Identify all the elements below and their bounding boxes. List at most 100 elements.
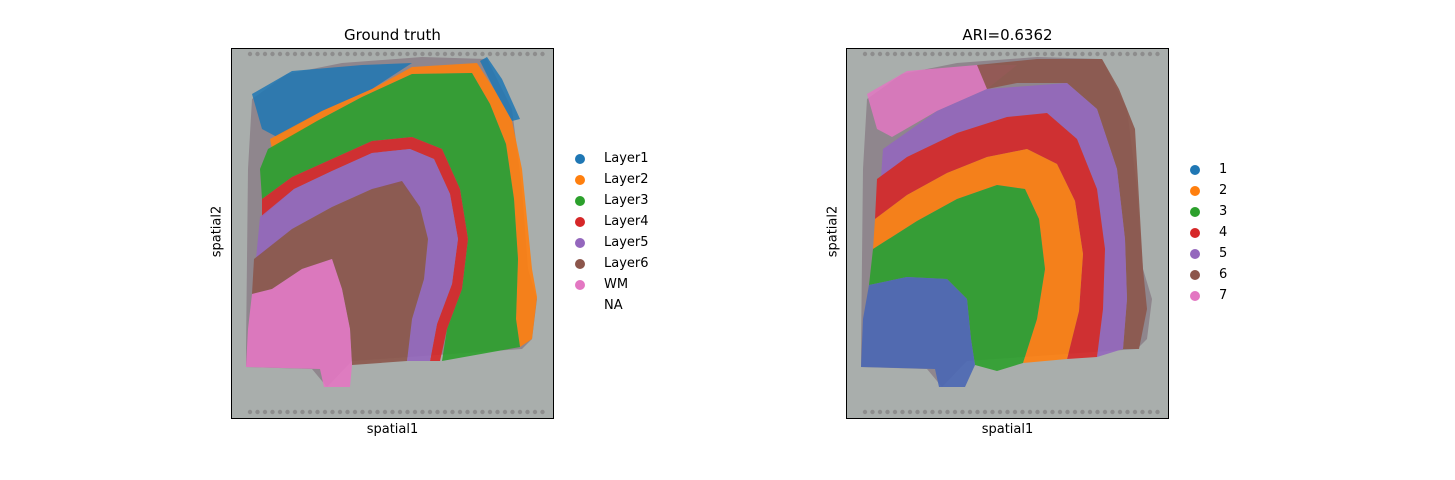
fiducial-dot xyxy=(1057,51,1063,57)
fiducial-dot xyxy=(1072,51,1078,57)
fiducial-dot xyxy=(952,51,958,57)
region-cluster-5 xyxy=(881,83,1127,357)
fiducial-dot xyxy=(322,409,328,415)
fiducial-dot xyxy=(1102,51,1108,57)
fiducial-dot xyxy=(1117,409,1123,415)
legend-marker xyxy=(575,259,585,269)
fiducial-dot xyxy=(427,51,433,57)
fiducial-dot xyxy=(900,51,905,57)
fiducial-dot xyxy=(967,409,973,415)
fiducial-dot xyxy=(412,51,418,57)
fiducial-dot xyxy=(960,51,965,57)
fiducial-dot xyxy=(465,409,470,415)
fiducial-dot xyxy=(457,409,463,415)
x-axis-label: spatial1 xyxy=(366,422,419,437)
fiducial-dot xyxy=(540,51,545,57)
fiducial-dot xyxy=(1042,409,1048,415)
fiducial-dot xyxy=(952,409,958,415)
fiducial-dot xyxy=(517,409,523,415)
tissue-section-svg xyxy=(861,51,1160,415)
region-cluster-2 xyxy=(873,149,1083,363)
region-layer1 xyxy=(252,63,412,137)
fiducial-dot xyxy=(480,51,485,57)
legend-label: NA xyxy=(604,298,623,313)
fiducial-dot xyxy=(870,409,875,415)
legend-label: Layer1 xyxy=(604,151,649,166)
fiducial-dot xyxy=(435,51,440,57)
y-axis-label: spatial2 xyxy=(825,205,841,258)
fiducial-dot xyxy=(1005,51,1010,57)
legend-label: 3 xyxy=(1219,204,1228,219)
fiducial-dot xyxy=(255,51,260,57)
fiducial-dot xyxy=(907,51,913,57)
legend-marker xyxy=(1190,165,1200,175)
fiducial-dot xyxy=(412,409,418,415)
fiducial-dot xyxy=(390,51,395,57)
legend-label: 5 xyxy=(1219,246,1228,261)
region-wm xyxy=(246,259,352,387)
fiducial-dot xyxy=(427,409,433,415)
fiducial-dot xyxy=(495,409,500,415)
fiducial-dot xyxy=(1132,409,1138,415)
fiducial-dot xyxy=(1012,409,1018,415)
fiducial-dot xyxy=(915,51,920,57)
chart-title: ARI=0.6362 xyxy=(962,26,1053,44)
fiducial-dot xyxy=(420,51,425,57)
fiducial-dot xyxy=(1140,409,1145,415)
fiducial-dot xyxy=(900,409,905,415)
fiducial-dot xyxy=(1065,409,1070,415)
fiducial-dot xyxy=(885,51,890,57)
legend-label: Layer3 xyxy=(604,193,649,208)
fiducial-dots-bottom xyxy=(247,409,545,415)
fiducial-dot xyxy=(1125,51,1130,57)
fiducial-dot xyxy=(960,409,965,415)
y-axis-label: spatial2 xyxy=(209,205,225,258)
legend-marker xyxy=(575,196,585,206)
fiducial-dot xyxy=(1057,409,1063,415)
region-layer3 xyxy=(260,73,520,361)
fiducial-dot xyxy=(255,409,260,415)
fiducial-dot xyxy=(442,409,448,415)
legend-marker xyxy=(575,154,585,164)
fiducial-dot xyxy=(1110,409,1115,415)
legend-label: Layer2 xyxy=(604,172,649,187)
fiducial-dot xyxy=(1147,51,1153,57)
legend-marker xyxy=(575,175,585,185)
fiducial-dot xyxy=(532,51,538,57)
fiducial-dot xyxy=(982,409,988,415)
fiducial-dot xyxy=(375,409,380,415)
fiducial-dot xyxy=(247,51,253,57)
fiducial-dot xyxy=(382,409,388,415)
fiducial-dot xyxy=(1140,51,1145,57)
fiducial-dot xyxy=(442,51,448,57)
fiducial-dot xyxy=(1155,409,1160,415)
fiducial-dot xyxy=(510,51,515,57)
fiducial-dot xyxy=(510,409,515,415)
fiducial-dot xyxy=(1042,51,1048,57)
fiducial-dot xyxy=(1125,409,1130,415)
fiducial-dot xyxy=(990,51,995,57)
fiducial-dot xyxy=(1132,51,1138,57)
fiducial-dot xyxy=(1155,51,1160,57)
fiducial-dot xyxy=(1005,409,1010,415)
legend-marker xyxy=(1190,270,1200,280)
fiducial-dot xyxy=(1117,51,1123,57)
region-cluster-7 xyxy=(867,65,1017,137)
region-layer1-right xyxy=(480,57,520,121)
region-layer6 xyxy=(252,181,428,365)
legend-label: 1 xyxy=(1219,162,1228,177)
fiducial-dot xyxy=(892,409,898,415)
legend-marker xyxy=(575,238,585,248)
fiducial-dot xyxy=(330,409,335,415)
fiducial-dot xyxy=(922,409,928,415)
fiducial-dot xyxy=(472,51,478,57)
fiducial-dot xyxy=(435,409,440,415)
fiducial-dot xyxy=(345,51,350,57)
region-cluster-3 xyxy=(869,185,1045,371)
fiducial-dot xyxy=(937,51,943,57)
fiducial-dot xyxy=(1027,51,1033,57)
fiducial-dot xyxy=(877,409,883,415)
legend-label: Layer5 xyxy=(604,235,649,250)
fiducial-dots-top xyxy=(862,51,1160,57)
fiducial-dot xyxy=(292,409,298,415)
